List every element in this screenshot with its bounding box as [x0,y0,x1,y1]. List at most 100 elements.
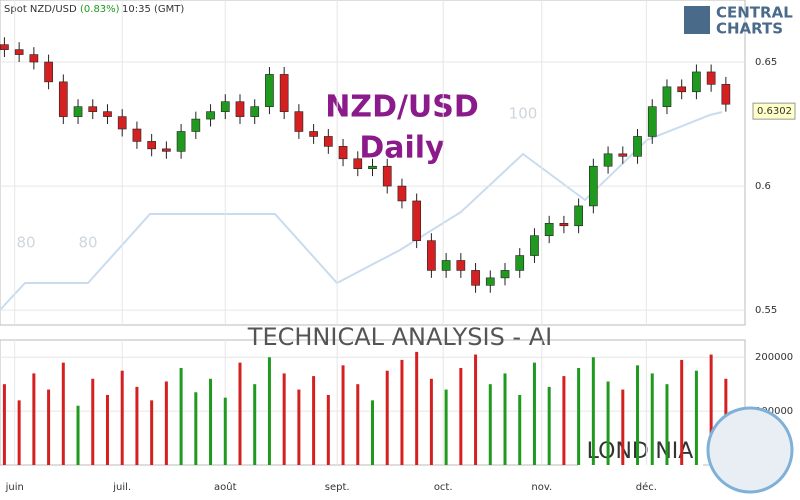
title: NZD/USD [325,90,479,125]
symbol: Spot NZD/USD [4,4,77,15]
volume-bar [474,354,478,465]
volume-bar [326,394,330,465]
candle-body [427,240,436,271]
candle-body [485,277,495,286]
candle-body [353,158,363,170]
candle-body [235,101,245,117]
x-tick-label: nov. [531,482,552,493]
candle-body [338,146,348,160]
volume-bar [105,394,109,465]
volume-bar [518,394,522,465]
volume-bar [209,378,213,465]
y-tick-label: 100000 [755,406,793,417]
volume-bar [636,365,640,465]
candle-body [515,255,525,271]
logo-text: CENTRAL [716,4,793,22]
candle-body [14,49,24,55]
candle-body [58,81,68,117]
candle-body [117,116,127,130]
volume-bar [591,357,595,465]
candle-body [206,111,215,120]
volume-bar [297,389,301,465]
volume-bar [709,354,713,465]
volume-bar [2,384,6,465]
volume-bar [415,351,419,465]
volume-bar [32,373,36,465]
volume-bar [621,389,625,465]
volume-bar [547,386,551,465]
volume-bar [282,373,286,465]
candle-body [265,74,274,107]
volume-bar [341,365,345,465]
candle-body [559,222,569,227]
x-tick-label: juin [5,482,24,493]
volume-bar [488,384,492,465]
volume-bar [17,400,21,465]
volume-bar [135,386,139,465]
volume-bar [444,389,448,465]
brand: LONDINIA [587,439,694,464]
volume-bar [694,370,698,465]
candle-body [279,74,289,112]
candle-body [692,71,701,93]
candle-body [103,111,112,117]
watermark-number: 100 [509,105,538,123]
candle-body [29,54,39,63]
candle-body [191,118,201,132]
volume-bar [120,370,124,465]
candle-body [500,270,510,279]
candle-body [147,141,156,150]
volume-bar [61,362,65,465]
candle-body [412,200,422,241]
volume-bar [532,362,536,465]
volume-bar [356,384,360,465]
time: 10:35 (GMT) [122,4,184,15]
candle-body [618,153,628,157]
change: (0.83%) [80,4,120,15]
watermark-number: 80 [16,234,35,252]
candle-body [176,131,186,152]
logo-text: CHARTS [716,20,783,38]
volume-bar [650,373,654,465]
y-tick-label: 0.55 [755,305,777,316]
volume-bar [312,376,316,465]
candle-body [544,222,554,236]
banner: TECHNICAL ANALYSIS - AI [247,323,552,351]
candle-body [530,235,539,256]
volume-bar [47,389,51,465]
volume-bar [267,357,271,465]
candle-body [706,71,716,85]
volume-bar [179,368,183,465]
volume-bar [665,384,669,465]
candle-body [250,106,260,117]
volume-bar [253,384,257,465]
candle-body [88,106,98,112]
candle-body [589,165,598,207]
candle-body [0,44,9,50]
x-tick-label: déc. [636,481,657,493]
volume-bar [606,381,610,465]
avatar [706,406,794,494]
volume-bar [194,392,198,465]
candle-body [456,260,466,271]
candle-body [633,136,642,157]
candle-body [309,131,318,137]
candle-body [44,61,53,83]
x-tick-label: juil. [112,482,131,493]
candle-body [603,153,613,167]
volume-bar [91,378,95,465]
volume-bar [459,368,463,465]
candle-body [368,165,377,170]
volume-bar [577,368,581,465]
candle-body [220,101,230,112]
volume-bar [503,373,507,465]
x-tick-label: août [214,481,237,493]
candle-body [162,148,171,152]
volume-bar [223,397,227,465]
volume-bar [562,376,566,465]
candle-body [397,185,407,202]
logo-icon [684,6,710,34]
volume-bar [76,405,80,465]
candle-body [132,128,142,142]
